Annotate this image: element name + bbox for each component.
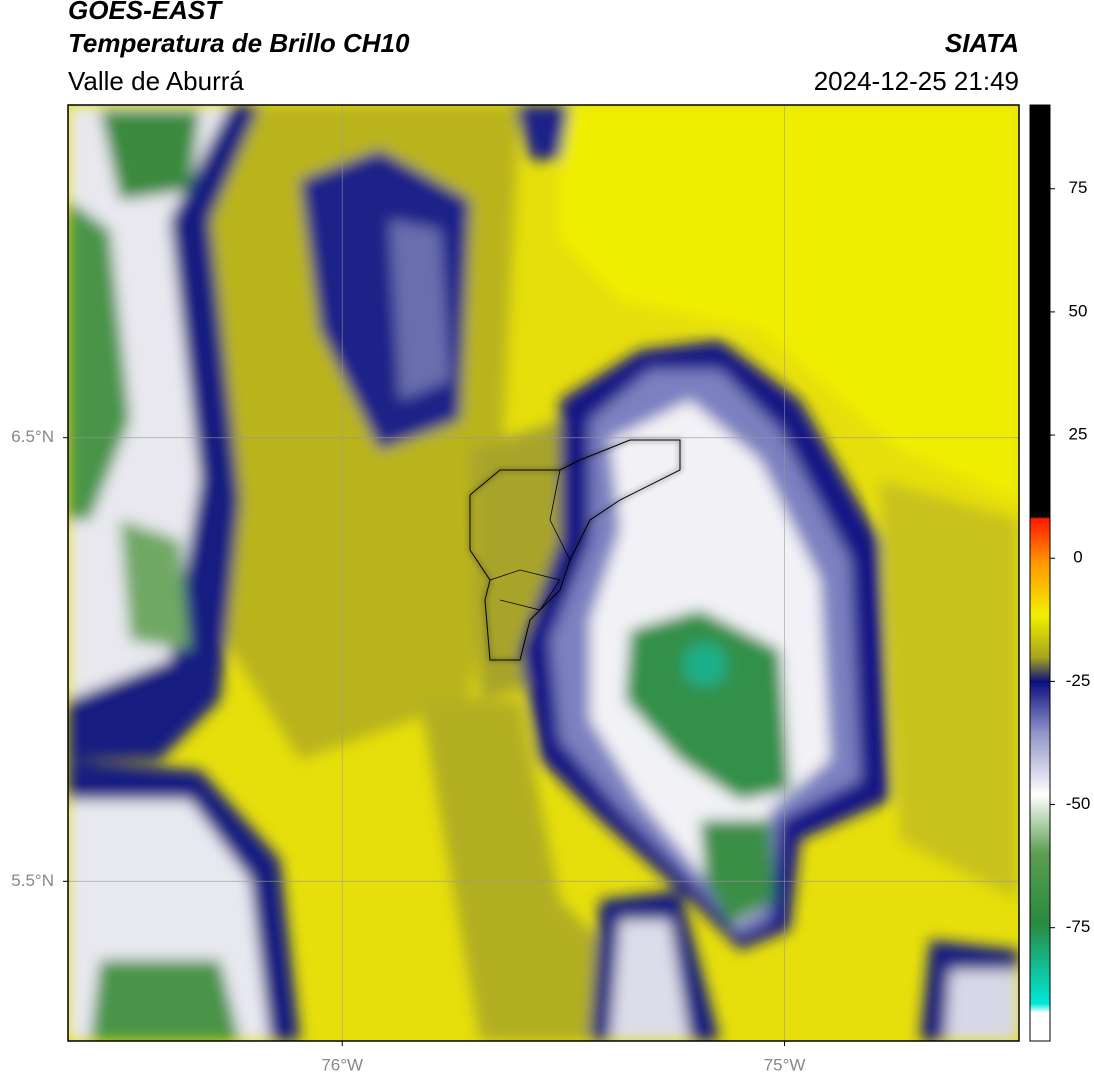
municipal-boundary <box>469 439 681 661</box>
x-tick-label: 75°W <box>764 1055 806 1074</box>
satellite-image <box>68 105 1019 1041</box>
colorbar-tick-label: 75 <box>1069 178 1088 197</box>
map-frame <box>67 104 1020 1042</box>
colorbar-tick-label: 50 <box>1069 301 1088 320</box>
municipal-boundary <box>549 469 571 561</box>
colorbar-tick-label: 0 <box>1073 548 1082 567</box>
agency: SIATA <box>945 28 1019 58</box>
y-tick-label: 5.5°N <box>11 871 54 890</box>
y-tick-label: 6.5°N <box>11 427 54 446</box>
x-tick-label: 76°W <box>321 1055 363 1074</box>
colorbar <box>1029 104 1051 1042</box>
datetime: 2024-12-25 21:49 <box>814 66 1019 96</box>
grid <box>68 105 1019 1041</box>
colorbar-tick-label: -75 <box>1066 917 1091 936</box>
region: Valle de Aburrá <box>68 66 244 96</box>
colorbar-tick-label: -25 <box>1066 671 1091 690</box>
subtitle: Temperatura de Brillo CH10 <box>68 28 410 58</box>
colorbar-tick-label: 25 <box>1069 425 1088 444</box>
municipal-boundary <box>489 569 561 611</box>
title: GOES-EAST <box>68 0 223 25</box>
colorbar-tick-label: -50 <box>1066 794 1091 813</box>
